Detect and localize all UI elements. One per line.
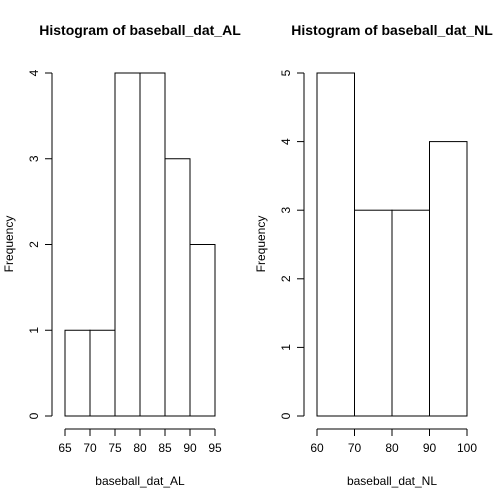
histogram-bar: [164, 158, 191, 417]
y-tick-label: 3: [27, 155, 41, 162]
x-axis-al: 65 70 75 80 85 90 95: [58, 428, 222, 455]
x-tick-label: 90: [183, 441, 197, 455]
x-tick-label: 85: [158, 441, 172, 455]
chart-title-nl: Histogram of baseball_dat_NL: [291, 22, 493, 38]
x-tick-label: 60: [310, 441, 324, 455]
y-tick-label: 5: [279, 69, 293, 76]
histogram-bar: [64, 329, 91, 417]
x-axis-label-nl: baseball_dat_NL: [347, 474, 437, 488]
y-axis-label-al: Frequency: [2, 216, 16, 273]
histogram-bar: [354, 209, 393, 417]
x-tick-label: 80: [385, 441, 399, 455]
x-tick-label: 95: [208, 441, 222, 455]
x-tick-label: 70: [83, 441, 97, 455]
histogram-nl-panel: Histogram of baseball_dat_NL baseball_da…: [254, 22, 493, 488]
x-tick-label: 80: [133, 441, 147, 455]
y-tick-label: 4: [27, 69, 41, 76]
y-tick-label: 0: [279, 412, 293, 419]
histogram-bar: [189, 244, 216, 417]
y-axis-nl: 0 1 2 3 4 5: [279, 69, 305, 419]
x-tick-label: 65: [58, 441, 72, 455]
x-axis-label-al: baseball_dat_AL: [95, 474, 185, 488]
histogram-bar: [89, 329, 116, 417]
y-tick-label: 4: [279, 138, 293, 145]
chart-title-al: Histogram of baseball_dat_AL: [39, 22, 241, 38]
y-axis-label-nl: Frequency: [254, 216, 268, 273]
histogram-bar: [391, 209, 430, 417]
y-axis-al: 0 1 2 3 4: [27, 69, 53, 419]
y-tick-label: 1: [27, 327, 41, 334]
y-tick-label: 3: [279, 207, 293, 214]
y-tick-label: 2: [27, 241, 41, 248]
bars-nl: [316, 72, 468, 417]
histogram-bar: [429, 141, 468, 417]
histogram-bar: [316, 72, 355, 417]
y-tick-label: 1: [279, 344, 293, 351]
x-tick-label: 70: [348, 441, 362, 455]
histogram-bar: [139, 72, 166, 417]
histogram-bar: [114, 72, 141, 417]
histogram-al-panel: Histogram of baseball_dat_AL baseball_da…: [2, 22, 241, 488]
x-tick-label: 100: [457, 441, 477, 455]
x-axis-nl: 60 70 80 90 100: [310, 428, 477, 455]
x-tick-label: 75: [108, 441, 122, 455]
y-tick-label: 2: [279, 275, 293, 282]
y-tick-label: 0: [27, 412, 41, 419]
bars-al: [64, 72, 216, 417]
x-tick-label: 90: [423, 441, 437, 455]
